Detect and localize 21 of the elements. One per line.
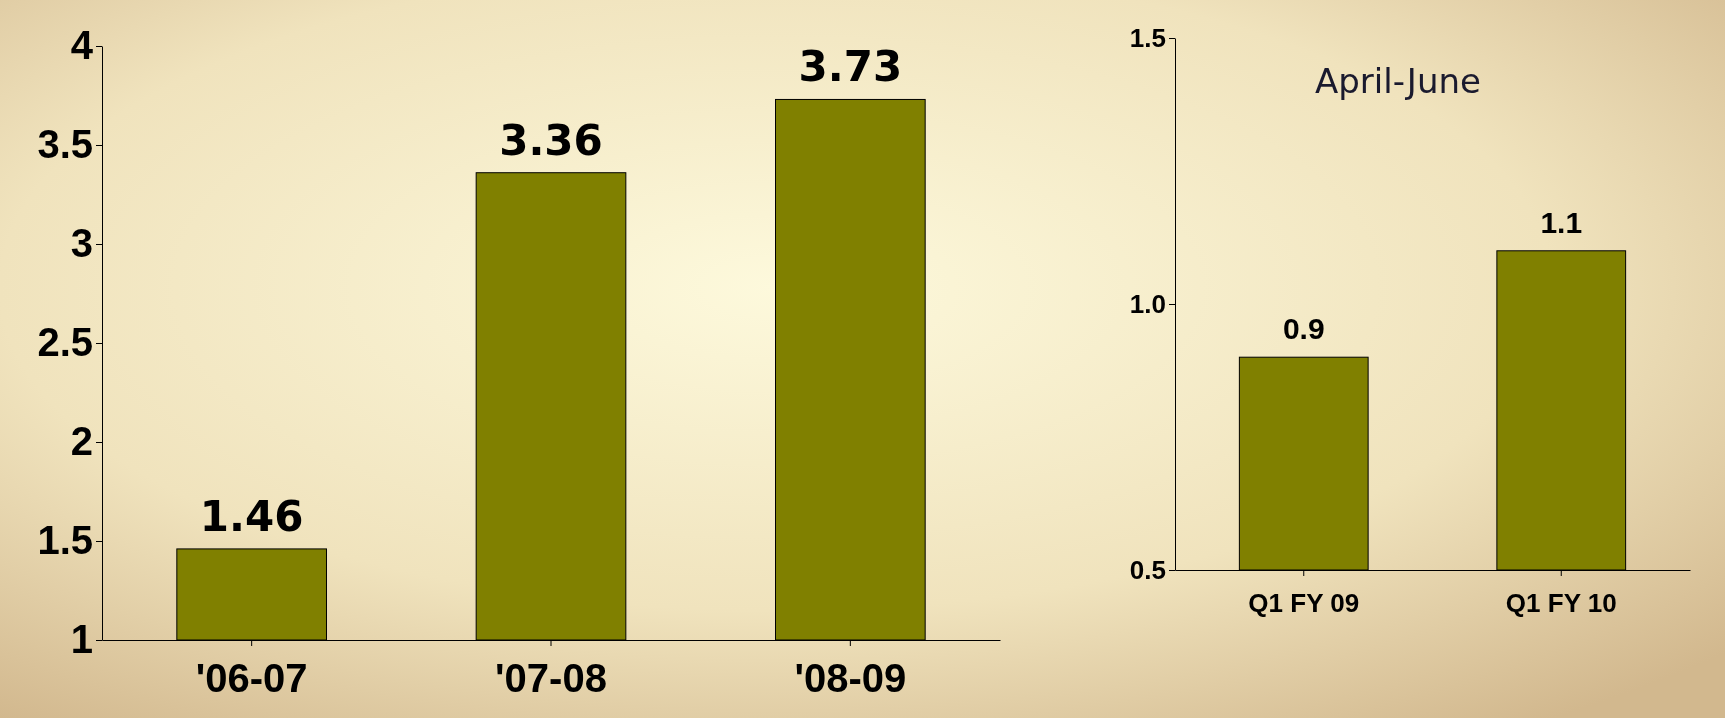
y-tick-label: 1.5: [37, 518, 93, 563]
x-tick-label: Q1 FY 10: [1505, 588, 1617, 619]
y-tick-label: 3: [70, 221, 93, 266]
data-label: 3.36: [499, 115, 603, 165]
data-label: 1.1: [1540, 205, 1583, 239]
y-tick-label: 4: [70, 23, 94, 68]
y-tick-label: 2.5: [37, 320, 93, 365]
y-tick-label: 2: [70, 419, 93, 464]
y-tick-label: 1.5: [1129, 22, 1166, 53]
x-tick-label: '08-09: [794, 656, 907, 701]
data-label: 0.9: [1282, 312, 1325, 346]
data-label: 3.73: [798, 42, 903, 92]
y-tick-label: 0.5: [1129, 554, 1166, 585]
data-label: 1.46: [199, 491, 304, 541]
x-tick-label: '07-08: [495, 656, 607, 701]
y-tick-label: 3.5: [37, 122, 93, 167]
x-tick-label: Q1 FY 09: [1248, 588, 1360, 619]
y-tick-label: 1: [70, 617, 93, 662]
y-tick-label: 1.0: [1129, 288, 1166, 319]
x-tick-label: '06-07: [195, 656, 308, 701]
text: April-June: [1315, 61, 1481, 101]
